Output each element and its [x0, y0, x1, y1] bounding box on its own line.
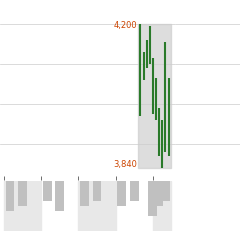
- Bar: [55, 181, 64, 211]
- Bar: [93, 181, 101, 201]
- Bar: [78, 181, 115, 231]
- Bar: [155, 181, 163, 206]
- Bar: [149, 181, 157, 216]
- Bar: [4, 181, 41, 231]
- Bar: [161, 181, 170, 201]
- Bar: [80, 181, 89, 206]
- Bar: [117, 181, 126, 206]
- Text: 4,200: 4,200: [114, 20, 137, 29]
- Text: 3,840: 3,840: [114, 160, 137, 169]
- Bar: [43, 181, 52, 201]
- Bar: [6, 181, 14, 211]
- Bar: [130, 181, 138, 201]
- Bar: [153, 181, 171, 231]
- Bar: [18, 181, 27, 206]
